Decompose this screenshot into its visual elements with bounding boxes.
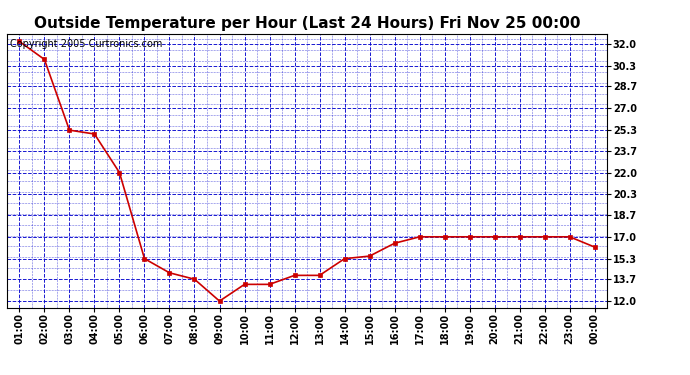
Text: Copyright 2005 Curtronics.com: Copyright 2005 Curtronics.com — [10, 39, 162, 49]
Title: Outside Temperature per Hour (Last 24 Hours) Fri Nov 25 00:00: Outside Temperature per Hour (Last 24 Ho… — [34, 16, 580, 31]
